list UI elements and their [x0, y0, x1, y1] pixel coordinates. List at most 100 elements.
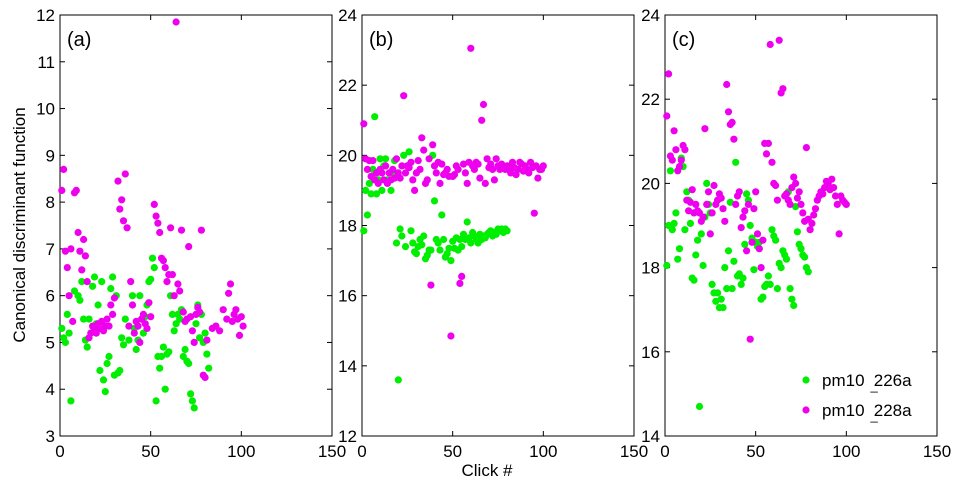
data-point-pm10-228a — [228, 317, 236, 325]
data-point-pm10-226a — [168, 310, 176, 318]
data-point-pm10-228a — [701, 125, 709, 133]
data-point-pm10-226a — [105, 352, 113, 361]
data-point-pm10-228a — [753, 230, 762, 238]
data-point-pm10-226a — [793, 228, 802, 236]
data-point-pm10-228a — [811, 205, 820, 213]
data-point-pm10-228a — [109, 310, 117, 318]
x-axis-title: Click # — [461, 461, 513, 480]
data-point-pm10-226a — [170, 327, 178, 335]
panel-b: (b) 0 50 100 150 12 14 16 18 20 22 24 — [338, 6, 648, 461]
panel-c-ytick-label: 18 — [641, 259, 660, 278]
data-point-pm10-226a — [456, 235, 464, 244]
data-point-pm10-228a — [201, 373, 209, 382]
legend-label-pm10-228a-main: pm10 — [822, 401, 865, 420]
data-point-pm10-228a — [152, 212, 160, 220]
data-point-pm10-226a — [83, 343, 91, 351]
data-point-pm10-226a — [147, 275, 155, 283]
data-point-pm10-226a — [728, 285, 736, 293]
data-point-pm10-228a — [476, 174, 484, 182]
legend-label-pm10-228a: pm10 _228a — [822, 401, 912, 423]
data-point-pm10-228a — [423, 176, 431, 184]
panel-a-xtick-label: 50 — [141, 442, 160, 461]
data-point-pm10-228a — [459, 160, 468, 168]
panel-a-ytick-label: 9 — [46, 146, 55, 165]
data-point-pm10-226a — [99, 376, 108, 384]
data-point-pm10-228a — [174, 280, 182, 288]
data-point-pm10-226a — [103, 359, 111, 368]
data-point-pm10-226a — [445, 244, 453, 252]
data-point-pm10-228a — [63, 264, 71, 272]
data-point-pm10-228a — [530, 209, 538, 217]
legend-label-pm10-228a-subscript: _ — [870, 408, 879, 423]
data-point-pm10-228a — [470, 165, 478, 173]
data-point-pm10-226a — [76, 296, 84, 304]
panel-a-ytick-label: 5 — [46, 333, 55, 352]
data-point-pm10-228a — [125, 322, 133, 330]
data-point-pm10-226a — [726, 198, 734, 206]
data-point-pm10-228a — [775, 36, 783, 44]
data-point-pm10-228a — [735, 188, 743, 196]
data-point-pm10-226a — [201, 329, 209, 337]
legend-label-pm10-226a: pm10 _226a — [822, 371, 912, 393]
data-point-pm10-228a — [810, 211, 818, 219]
data-point-pm10-226a — [109, 273, 117, 281]
data-point-pm10-228a — [764, 139, 773, 147]
data-point-pm10-226a — [434, 239, 442, 247]
data-point-pm10-228a — [72, 186, 80, 194]
panel-a-ytick-label: 11 — [37, 53, 55, 72]
data-point-pm10-226a — [801, 253, 809, 261]
data-point-pm10-228a — [127, 278, 135, 286]
data-point-pm10-226a — [205, 364, 213, 372]
panel-b-xtick-label: 0 — [357, 442, 366, 461]
data-point-pm10-226a — [376, 155, 384, 163]
data-point-pm10-226a — [697, 230, 705, 238]
data-point-pm10-226a — [394, 376, 402, 384]
data-point-pm10-228a — [743, 247, 751, 255]
data-point-pm10-228a — [374, 179, 382, 187]
data-point-pm10-228a — [219, 306, 227, 314]
data-point-pm10-228a — [688, 186, 696, 194]
panel-a-ytick-label: 7 — [46, 240, 55, 259]
panel-b-ytick-label: 18 — [338, 217, 357, 236]
data-point-pm10-226a — [157, 352, 166, 361]
data-point-pm10-228a — [188, 327, 196, 335]
data-point-pm10-226a — [743, 190, 751, 198]
data-point-pm10-226a — [723, 285, 731, 293]
data-point-pm10-226a — [681, 226, 689, 234]
data-point-pm10-226a — [363, 211, 371, 219]
data-point-pm10-228a — [76, 247, 84, 255]
data-point-pm10-226a — [420, 232, 428, 240]
data-point-pm10-228a — [723, 80, 731, 89]
data-point-pm10-228a — [737, 224, 745, 232]
data-point-pm10-228a — [489, 165, 497, 173]
data-point-pm10-226a — [503, 227, 511, 235]
panel-b-label: (b) — [369, 29, 393, 51]
data-point-pm10-228a — [454, 165, 462, 173]
data-point-pm10-228a — [762, 150, 771, 158]
data-point-pm10-226a — [699, 261, 707, 270]
data-point-pm10-226a — [721, 264, 729, 272]
data-point-pm10-228a — [719, 205, 727, 213]
data-point-pm10-228a — [534, 174, 542, 182]
panel-b-series-pm10-226a — [360, 113, 511, 384]
data-point-pm10-228a — [232, 306, 240, 314]
data-point-pm10-228a — [119, 217, 128, 225]
data-point-pm10-226a — [365, 179, 373, 187]
data-point-pm10-228a — [58, 186, 66, 194]
panel-c-ytick-label: 20 — [641, 174, 660, 193]
data-point-pm10-228a — [717, 194, 725, 202]
panel-a-ticks: 0 50 100 150 3 4 5 6 7 8 9 10 11 12 — [36, 6, 346, 461]
data-point-pm10-228a — [235, 331, 244, 339]
legend-label-pm10-226a-subscript: _ — [870, 378, 879, 393]
legend-marker-pm10-226a — [802, 376, 810, 384]
data-point-pm10-228a — [819, 190, 827, 198]
data-point-pm10-228a — [121, 170, 129, 178]
panel-a-ytick-label: 4 — [46, 380, 55, 399]
data-point-pm10-226a — [412, 250, 420, 258]
data-point-pm10-226a — [90, 273, 99, 281]
data-point-pm10-226a — [739, 274, 747, 282]
data-point-pm10-228a — [835, 230, 843, 238]
data-point-pm10-228a — [197, 226, 205, 234]
data-point-pm10-228a — [398, 162, 406, 170]
